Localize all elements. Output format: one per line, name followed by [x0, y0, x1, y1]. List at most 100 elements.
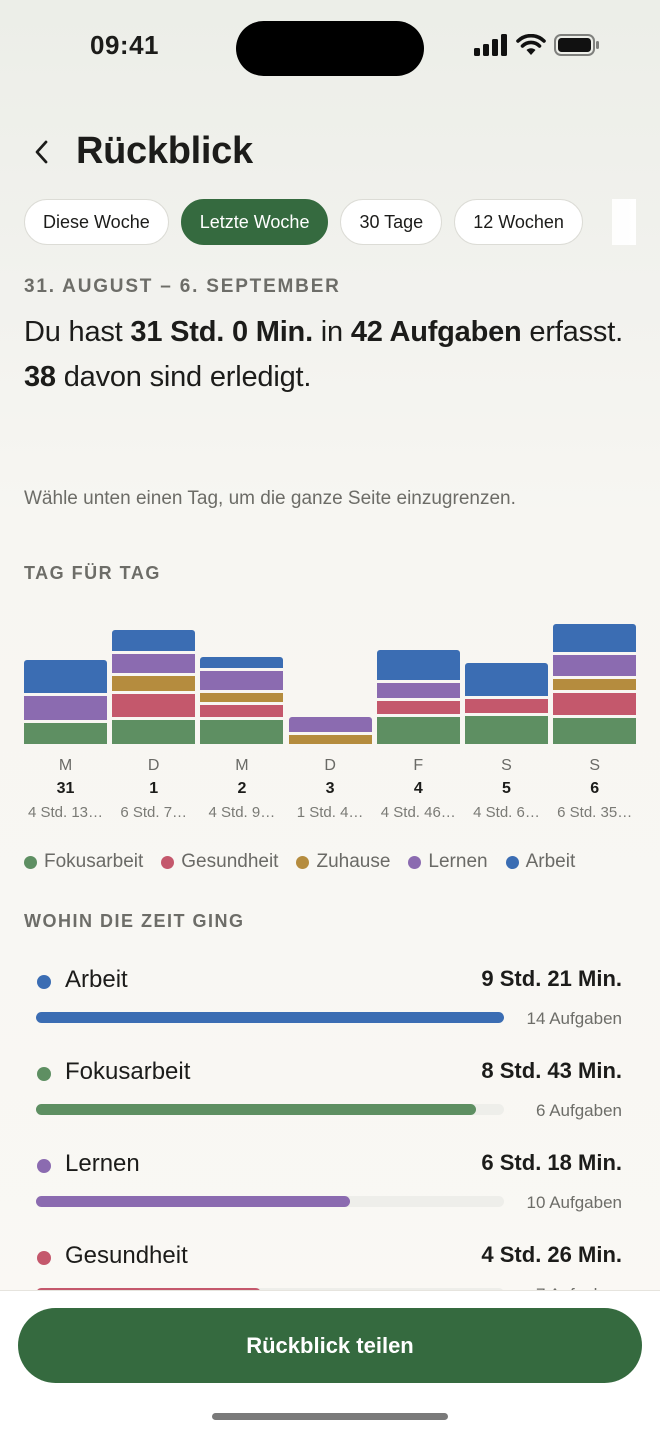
category-progress-fill [36, 1012, 504, 1023]
bar-segment-arbeit [553, 624, 637, 653]
day-date-label: 5 [502, 780, 511, 797]
tab-12-weeks[interactable]: 12 Wochen [454, 199, 583, 245]
category-name: Gesundheit [65, 1242, 188, 1269]
day-weekday-label: S [501, 757, 512, 774]
day-bar-5[interactable] [376, 649, 460, 744]
page-title: Rückblick [76, 130, 253, 172]
back-button[interactable] [22, 132, 62, 172]
section-title-where-time-went: WOHIN DIE ZEIT GING [24, 911, 245, 931]
day-weekday-label: M [235, 757, 249, 774]
legend-item-zuhause: Zuhause [296, 851, 390, 873]
category-time: 4 Std. 26 Min. [481, 1242, 622, 1267]
legend-dot [505, 855, 519, 869]
bar-segment-gesundheit [112, 694, 196, 717]
bar-segment-gesundheit [376, 700, 460, 714]
summary-done-count: 38 [24, 361, 56, 393]
bar-segment-arbeit [465, 663, 548, 697]
battery-icon [554, 34, 599, 56]
category-name: Arbeit [65, 966, 128, 993]
day-bar-4[interactable] [288, 716, 372, 744]
summary-done-text: davon sind erledigt. [55, 361, 312, 393]
legend-label: Zuhause [316, 851, 391, 872]
day-weekday-label: D [147, 757, 160, 774]
category-dot [37, 1159, 51, 1173]
category-dot [37, 1067, 51, 1081]
bar-segment-arbeit [376, 649, 460, 680]
category-progress-fill [36, 1104, 476, 1115]
legend-item-fokusarbeit: Fokusarbeit [24, 851, 143, 873]
section-title-day-by-day: TAG FÜR TAG [24, 563, 161, 583]
day-duration-label: 6 Std. 35… [557, 804, 633, 821]
category-name: Lernen [65, 1150, 140, 1177]
day-bar-6[interactable] [465, 663, 548, 744]
bar-segment-fokusarbeit [24, 723, 107, 744]
category-task-count: 6 Aufgaben [535, 1101, 622, 1120]
share-review-button[interactable]: Rückblick teilen [18, 1308, 642, 1383]
category-time: 9 Std. 21 Min. [481, 966, 622, 991]
dynamic-island [236, 21, 424, 76]
summary-prefix: Du hast [24, 316, 131, 348]
tabs-fade [612, 199, 636, 245]
day-weekday-label: M [58, 757, 73, 774]
tab-30-days[interactable]: 30 Tage [340, 199, 443, 245]
day-chart [24, 600, 637, 744]
day-weekday-label: S [589, 757, 601, 774]
bar-segment-lernen [200, 670, 284, 690]
tab-this-week[interactable]: Diese Woche [24, 199, 169, 245]
category-progress-track [36, 1104, 504, 1115]
legend-dot [161, 855, 175, 869]
bar-segment-lernen [553, 655, 637, 677]
day-date-label: 2 [237, 780, 247, 797]
category-row-fokusarbeit[interactable]: Fokusarbeit 8 Std. 43 Min. 6 Aufgaben [36, 1056, 622, 1136]
category-row-lernen[interactable]: Lernen 6 Std. 18 Min. 10 Aufgaben [36, 1148, 622, 1228]
day-weekday-label: D [324, 757, 336, 774]
bar-segment-fokusarbeit [553, 718, 637, 744]
bar-segment-zuhause [200, 693, 284, 702]
day-bar-7[interactable] [553, 624, 637, 744]
category-task-count: 14 Aufgaben [526, 1009, 622, 1028]
day-bar-1[interactable] [24, 659, 107, 744]
day-bar-2[interactable] [112, 629, 196, 744]
category-row-arbeit[interactable]: Arbeit 9 Std. 21 Min. 14 Aufgaben [36, 964, 622, 1044]
period-tabs: Diese Woche Letzte Woche 30 Tage 12 Woch… [24, 199, 583, 245]
legend-item-lernen: Lernen [408, 851, 488, 873]
legend-label: Lernen [428, 851, 488, 872]
day-duration-label: 6 Std. 7… [120, 804, 188, 821]
category-progress-fill [36, 1196, 350, 1207]
legend-dot [296, 855, 310, 869]
day-date-label: 1 [149, 780, 159, 797]
category-task-count: 10 Aufgaben [526, 1193, 622, 1212]
legend-dot [24, 855, 37, 869]
bar-segment-lernen [112, 653, 196, 674]
bar-segment-gesundheit [553, 692, 637, 716]
day-bar-3[interactable] [200, 657, 284, 744]
summary-task-count: 42 Aufgaben [350, 316, 522, 348]
category-dot [37, 975, 51, 989]
day-duration-label: 4 Std. 9… [208, 804, 276, 821]
bar-segment-lernen [288, 716, 372, 732]
bar-segment-arbeit [112, 629, 196, 651]
wifi-icon [516, 34, 546, 55]
summary-suffix: erfasst. [521, 316, 623, 348]
day-duration-label: 4 Std. 46… [380, 804, 456, 821]
legend-label: Arbeit [525, 851, 576, 872]
legend-dot [408, 855, 422, 869]
category-progress-track [36, 1196, 504, 1207]
tab-last-week[interactable]: Letzte Woche [180, 199, 329, 245]
bar-segment-fokusarbeit [112, 719, 196, 744]
legend-item-arbeit: Arbeit [505, 851, 576, 873]
filter-hint: Wähle unten einen Tag, um die ganze Seit… [24, 488, 516, 509]
summary-mid: in [312, 316, 351, 348]
bar-segment-zuhause [112, 676, 196, 692]
bar-segment-arbeit [200, 657, 284, 668]
day-date-label: 4 [413, 780, 423, 797]
bar-segment-lernen [376, 682, 460, 698]
day-duration-label: 1 Std. 4… [296, 804, 364, 821]
bar-segment-lernen [24, 696, 107, 721]
category-time: 6 Std. 18 Min. [481, 1150, 622, 1175]
bar-segment-fokusarbeit [376, 717, 460, 744]
bar-segment-fokusarbeit [200, 719, 284, 744]
bar-segment-zuhause [553, 679, 637, 690]
day-duration-label: 4 Std. 13… [27, 804, 104, 821]
bar-segment-gesundheit [465, 699, 548, 713]
